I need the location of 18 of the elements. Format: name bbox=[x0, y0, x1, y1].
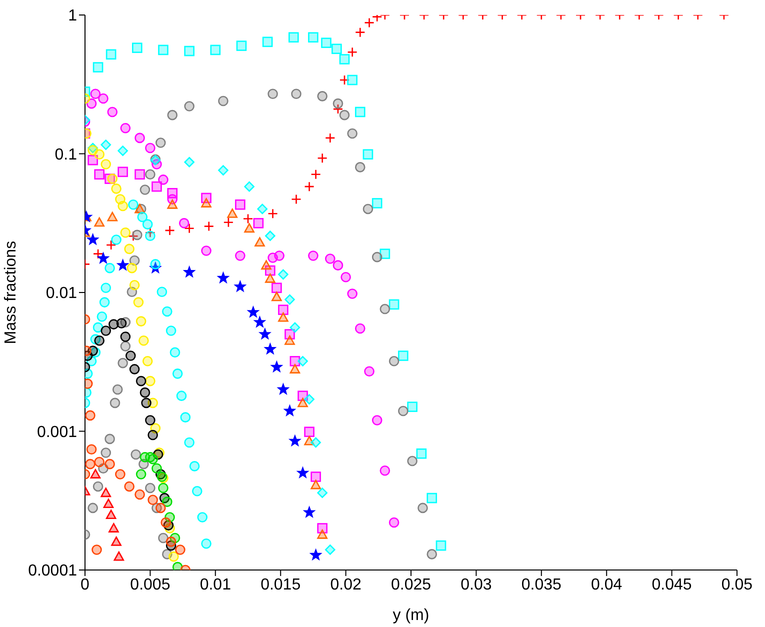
y-tick-label: 1 bbox=[68, 8, 78, 25]
x-tick-label: 0.005 bbox=[130, 576, 170, 594]
x-tick-label: 0.015 bbox=[260, 576, 301, 594]
x-tick-label: 0.04 bbox=[591, 576, 622, 594]
x-tick-label: 0.03 bbox=[460, 576, 492, 594]
y-tick-label: 0.0001 bbox=[28, 562, 78, 580]
x-tick-label: 0.05 bbox=[721, 576, 753, 594]
y-tick-label: 0.1 bbox=[54, 146, 78, 164]
x-tick-label: 0 bbox=[80, 576, 90, 594]
x-tick-label: 0.045 bbox=[652, 576, 692, 594]
y-tick-label: 0.01 bbox=[46, 285, 78, 302]
x-axis-title: y (m) bbox=[392, 607, 430, 624]
y-tick-label: 0.001 bbox=[36, 424, 78, 441]
x-tick-label: 0.02 bbox=[330, 576, 362, 594]
x-tick-label: 0.035 bbox=[521, 576, 562, 594]
x-tick-label: 0.01 bbox=[200, 576, 232, 594]
x-tick-label: 0.025 bbox=[390, 576, 432, 594]
y-axis-title: Mass fractions bbox=[2, 240, 20, 344]
